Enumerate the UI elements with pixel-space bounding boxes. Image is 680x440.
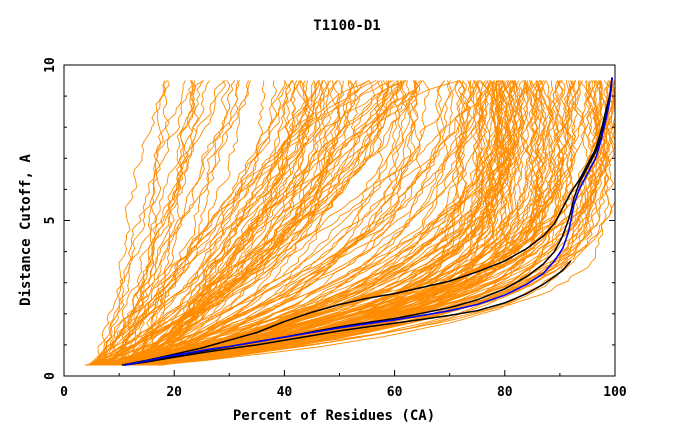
model-curve [108,80,236,366]
model-curve [98,80,495,366]
highlighted-curves [121,77,613,366]
model-curve [145,80,596,366]
model-curve [129,80,389,366]
model-curve [108,80,204,366]
x-tick-label: 0 [60,385,68,400]
model-curve [159,80,317,366]
model-curve [109,80,353,366]
model-curve [135,80,421,366]
model-curve [148,80,472,366]
model-curve [119,80,403,366]
y-tick-label: 10 [43,57,58,73]
x-tick-label: 40 [277,385,293,400]
model-curve [89,80,278,366]
model-curve [99,80,609,366]
model-curve [148,80,391,366]
model-curve [84,80,581,366]
model-curve [159,80,390,366]
y-tick-label: 0 [43,372,58,380]
model-curve [132,80,300,366]
model-curve [93,80,370,366]
chart-title: T1100-D1 [313,18,380,34]
model-curve [93,80,473,366]
model-curve [124,80,577,366]
model-curve [157,80,600,366]
model-curves [84,80,616,366]
model-curve [112,80,399,366]
model-curve [86,80,518,366]
model-curve [124,80,168,366]
model-curve [97,80,186,366]
model-curve [131,80,511,366]
model-curve [120,80,532,366]
highlight-curve-black [121,77,613,366]
model-curve [133,80,475,366]
model-curve [92,80,504,366]
model-curve [139,80,484,366]
model-curve [157,80,564,366]
axis-ticks: 0 20 40 60 80 100 0 5 10 [43,57,627,400]
highlight-curve-black [124,260,572,366]
model-curve [143,80,445,366]
model-curve [132,80,503,366]
model-curve [120,80,476,366]
model-curve [136,80,231,366]
model-curve [120,80,196,366]
model-curve [85,80,535,366]
model-curve [96,80,205,366]
y-axis-label: Distance Cutoff, A [18,154,34,306]
model-curve [101,80,170,366]
model-curve [101,80,288,366]
model-curve [110,80,227,366]
model-curve [135,80,580,366]
model-curve [149,80,489,366]
model-curve [160,80,481,366]
model-curve [86,80,502,366]
model-curve [123,80,603,366]
model-curve [88,80,361,366]
model-curve [155,80,614,366]
model-curve [96,80,554,366]
model-curve [89,80,309,366]
model-curve [129,80,252,366]
model-curve [137,80,609,366]
model-curve [162,80,501,366]
model-curve [104,80,484,366]
model-curve [158,80,406,366]
x-tick-label: 100 [603,385,627,400]
model-curve [126,80,292,366]
model-curve [99,80,241,366]
model-curve [109,80,419,366]
model-curve [114,80,495,366]
model-curve [90,80,616,366]
x-tick-label: 80 [497,385,513,400]
model-curve [132,80,407,366]
model-curve [110,80,514,366]
model-curve [144,80,512,366]
x-axis-label: Percent of Residues (CA) [233,408,435,424]
model-curve [149,80,593,366]
model-curve [138,80,481,366]
highlight-curve-blue [124,77,613,366]
model-curve [94,80,226,366]
model-curve [113,80,506,366]
y-tick-label: 5 [43,217,58,225]
x-tick-label: 20 [166,385,182,400]
model-curve [125,80,315,366]
model-curve [136,80,199,366]
model-curve [95,80,403,366]
model-curve [94,80,454,366]
model-curve [144,80,358,366]
model-curve [128,80,196,366]
model-curve [105,80,616,366]
model-curve [144,80,381,366]
model-curve [105,80,571,366]
model-curve [163,80,423,366]
x-tick-label: 60 [387,385,403,400]
model-curve [93,80,588,366]
model-curve [145,80,607,366]
model-curve [149,80,547,366]
model-curve [127,80,414,366]
